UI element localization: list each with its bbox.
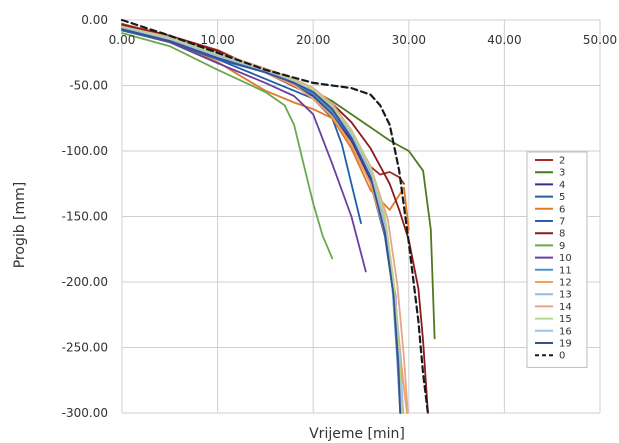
y-tick-label: 0.00: [81, 13, 108, 27]
series-line-11: [121, 28, 402, 414]
y-tick-labels: 0.00 -50.00 -100.00 -150.00 -200.00 -250.00 -3…: [62, 13, 108, 420]
legend-label: 10: [559, 253, 572, 264]
series-line-10: [121, 28, 367, 273]
y-tick-label: -200.00: [62, 275, 108, 289]
series-line-19: [121, 28, 402, 414]
series-line-15: [121, 25, 404, 414]
series-line-6: [121, 28, 410, 231]
legend-label: 6: [559, 204, 565, 215]
x-tick-label: 50.00: [583, 33, 617, 47]
legend-label: 16: [559, 326, 572, 337]
legend-label: 8: [559, 229, 565, 240]
series-line-5: [121, 26, 362, 225]
legend-label: 19: [559, 339, 572, 350]
legend-label: 5: [559, 192, 565, 203]
legend-label: 14: [559, 302, 572, 313]
y-tick-label: -50.00: [69, 79, 108, 93]
legend-label: 12: [559, 278, 572, 289]
legend-label: 9: [559, 241, 565, 252]
x-tick-label: 20.00: [296, 33, 330, 47]
legend-label: 3: [559, 168, 565, 179]
legend-label: 7: [559, 217, 565, 228]
x-tick-labels: 0.00 10.00 20.00 30.00 40.00 50.00: [109, 33, 618, 47]
x-tick-label: 30.00: [392, 33, 426, 47]
x-axis-title: Vrijeme [min]: [309, 426, 405, 442]
y-tick-label: -100.00: [62, 144, 108, 158]
legend-label: 11: [559, 265, 572, 276]
series-layer: [120, 18, 436, 415]
y-tick-label: -250.00: [62, 341, 108, 355]
y-axis-title: Progib [mm]: [12, 182, 28, 269]
legend-label: 15: [559, 314, 572, 325]
legend-label: 0: [559, 351, 565, 362]
legend-label: 13: [559, 290, 572, 301]
series-line-9: [121, 32, 334, 260]
legend-label: 2: [559, 156, 565, 167]
y-tick-label: -150.00: [62, 210, 108, 224]
legend-label: 4: [559, 180, 565, 191]
grid: [121, 19, 601, 414]
x-tick-label: 10.00: [200, 33, 234, 47]
x-tick-label: 40.00: [487, 33, 521, 47]
x-tick-label: 0.00: [109, 33, 136, 47]
y-tick-label: -300.00: [62, 406, 108, 420]
series-line-0: [120, 18, 429, 415]
series-line-14: [121, 25, 409, 414]
